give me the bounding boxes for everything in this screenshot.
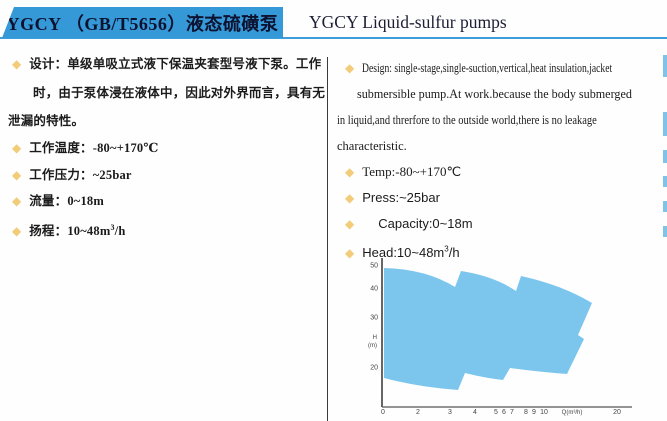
design-text-zh-line3: 泄漏的特性。 (8, 114, 85, 128)
x-tick-label: 3 (448, 409, 452, 416)
design-text-en-line1: Design: single-stage,single-suction,vert… (362, 61, 613, 75)
pressure-value-zh: 工作压力：~25bar (29, 167, 132, 182)
temp-item-en: ◆ Temp:-80~+170℃ (337, 159, 663, 185)
x-tick-label: 6 (502, 409, 506, 416)
design-item-zh: ◆ 设计：单级单吸立式液下保温夹套型号液下泵。工作 (8, 49, 326, 79)
pump-envelope-svg: 50 40 30 20 H (m) 0 2 3 4 5 6 7 8 9 10 20 Q(m³/h) (368, 258, 632, 416)
x-tick-label: 4 (473, 409, 477, 416)
design-text-en-line3: in liquid,and threrfore to the outside w… (337, 113, 597, 127)
title-box: YGCY （GB/T5656）液态硫磺泵 (2, 7, 283, 38)
head-value-en: Head:10~48m3/h (362, 245, 460, 261)
diamond-bullet-icon: ◆ (12, 57, 22, 71)
design-text-en-line2: submersible pump.At work.because the bod… (357, 87, 632, 101)
design-text-en-line2-row: submersible pump.At work.because the bod… (337, 81, 663, 107)
page-edge-artifact (663, 176, 667, 187)
page-title-zh: YGCY （GB/T5656）液态硫磺泵 (6, 13, 279, 34)
temp-item-zh: ◆ 工作温度：-80~+170℃ (8, 135, 326, 162)
x-tick-label: 5 (494, 409, 498, 416)
flow-item-zh: ◆ 流量：0~18m (8, 188, 326, 215)
y-tick-label: 50 (370, 263, 378, 270)
x-tick-label: 9 (532, 409, 536, 416)
pump-envelope-chart: 50 40 30 20 H (m) 0 2 3 4 5 6 7 8 9 10 20 Q(m³/h) (340, 250, 650, 421)
page-edge-artifact (663, 112, 667, 136)
diamond-bullet-icon: ◆ (345, 165, 355, 179)
page-edge-artifact (663, 226, 667, 237)
x-tick-label: 8 (524, 409, 528, 416)
design-text-en-line4: characteristic. (337, 139, 407, 153)
page-edge-artifact (663, 55, 667, 77)
diamond-bullet-icon: ◆ (345, 246, 355, 261)
x-tick-label: 10 (540, 409, 548, 416)
pressure-item-en: ◆ Press:~25bar (337, 185, 663, 211)
design-text-en-line4-row: characteristic. (337, 133, 663, 159)
page-edge-artifact (663, 150, 667, 163)
diamond-bullet-icon: ◆ (12, 167, 22, 182)
temp-value-zh: 工作温度：-80~+170℃ (29, 141, 159, 155)
page-edge-artifact (663, 201, 667, 212)
diamond-bullet-icon: ◆ (345, 61, 355, 75)
diamond-bullet-icon: ◆ (12, 141, 22, 155)
diamond-bullet-icon: ◆ (345, 191, 355, 205)
head-item-en: ◆ Head:10~48m3/h (337, 237, 663, 266)
x-axis-title: Q(m³/h) (562, 410, 583, 416)
x-tick-label: 20 (613, 409, 621, 416)
left-column: ◆ 设计：单级单吸立式液下保温夹套型号液下泵。工作 时，由于泵体浸在液体中，因此对… (8, 49, 326, 244)
head-value-zh: 扬程：10~48m3/h (29, 222, 126, 238)
design-text-zh-line3-row: 泄漏的特性。 (8, 107, 326, 135)
capacity-value-en: Capacity:0~18m (378, 216, 473, 231)
header-underline (0, 37, 667, 39)
x-tick-label: 7 (510, 409, 514, 416)
flow-value-zh: 流量：0~18m (29, 194, 104, 208)
diamond-bullet-icon: ◆ (12, 194, 22, 208)
design-text-zh-line2-row: 时，由于泵体浸在液体中，因此对外界而言，具有无 (8, 79, 326, 107)
column-divider (327, 57, 328, 421)
design-text-en-line3-row: in liquid,and threrfore to the outside w… (337, 107, 663, 133)
design-item-en: ◆ Design: single-stage,single-suction,ver… (337, 55, 663, 81)
temp-value-en: Temp:-80~+170℃ (362, 164, 462, 179)
y-axis-title-unit: (m) (368, 343, 377, 349)
y-tick-label: 20 (370, 365, 378, 372)
pressure-value-en: Press:~25bar (362, 190, 440, 205)
y-tick-label: 40 (370, 286, 378, 293)
diamond-bullet-icon: ◆ (12, 223, 22, 238)
x-tick-label: 0 (381, 409, 385, 416)
right-column: ◆ Design: single-stage,single-suction,ver… (337, 55, 663, 266)
head-item-zh: ◆ 扬程：10~48m3/h (8, 215, 326, 245)
pressure-item-zh: ◆ 工作压力：~25bar (8, 162, 326, 189)
y-tick-label: 30 (370, 315, 378, 322)
design-text-zh-line1: 设计：单级单吸立式液下保温夹套型号液下泵。工作 (29, 57, 322, 71)
design-text-zh-line2: 时，由于泵体浸在液体中，因此对外界而言，具有无 (33, 86, 326, 100)
page-title-en: YGCY Liquid-sulfur pumps (309, 12, 507, 32)
x-tick-label: 2 (416, 409, 420, 416)
diamond-bullet-icon: ◆ (345, 217, 355, 231)
y-axis-title: H (373, 335, 377, 341)
envelope-area (384, 268, 592, 390)
capacity-item-en: ◆ Capacity:0~18m (337, 211, 663, 237)
